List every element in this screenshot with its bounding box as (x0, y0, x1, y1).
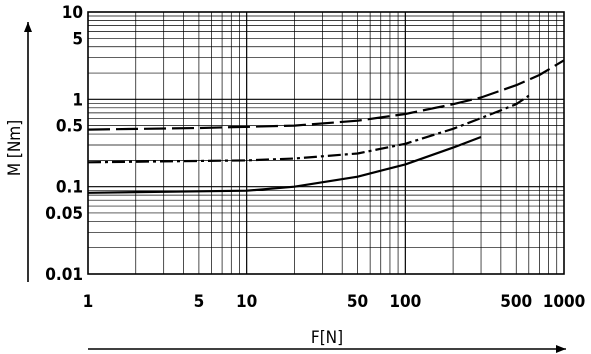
x-tick-label: 500 (500, 292, 532, 312)
x-tick-label: 1 (83, 292, 94, 312)
y-tick-label: 1 (72, 90, 83, 110)
curve-dash-dot (87, 94, 530, 164)
curves (87, 59, 565, 194)
curve-solid (87, 135, 482, 194)
x-tick-label: 1000 (543, 292, 586, 312)
x-tick-label: 100 (389, 292, 421, 312)
x-tick-label: 5 (194, 292, 205, 312)
x-axis-title: F[N] (311, 328, 343, 348)
y-tick-labels: 0.01 0.05 0.1 0.5 1 5 10 (45, 3, 83, 285)
y-tick-label: 0.5 (56, 117, 83, 137)
y-tick-label: 0.1 (56, 178, 83, 198)
x-tick-label: 50 (347, 292, 368, 312)
y-tick-label: 0.01 (45, 265, 83, 285)
y-tick-label: 5 (72, 29, 83, 49)
x-tick-labels: 1 5 10 50 100 500 1000 (83, 292, 586, 312)
y-tick-label: 0.05 (45, 204, 83, 224)
y-tick-label: 10 (62, 3, 83, 23)
x-tick-label: 10 (236, 292, 257, 312)
plot-frame (87, 11, 565, 275)
y-axis-title: M [Nm] (5, 120, 25, 176)
curve-dashed (87, 59, 565, 131)
grid (88, 12, 564, 274)
